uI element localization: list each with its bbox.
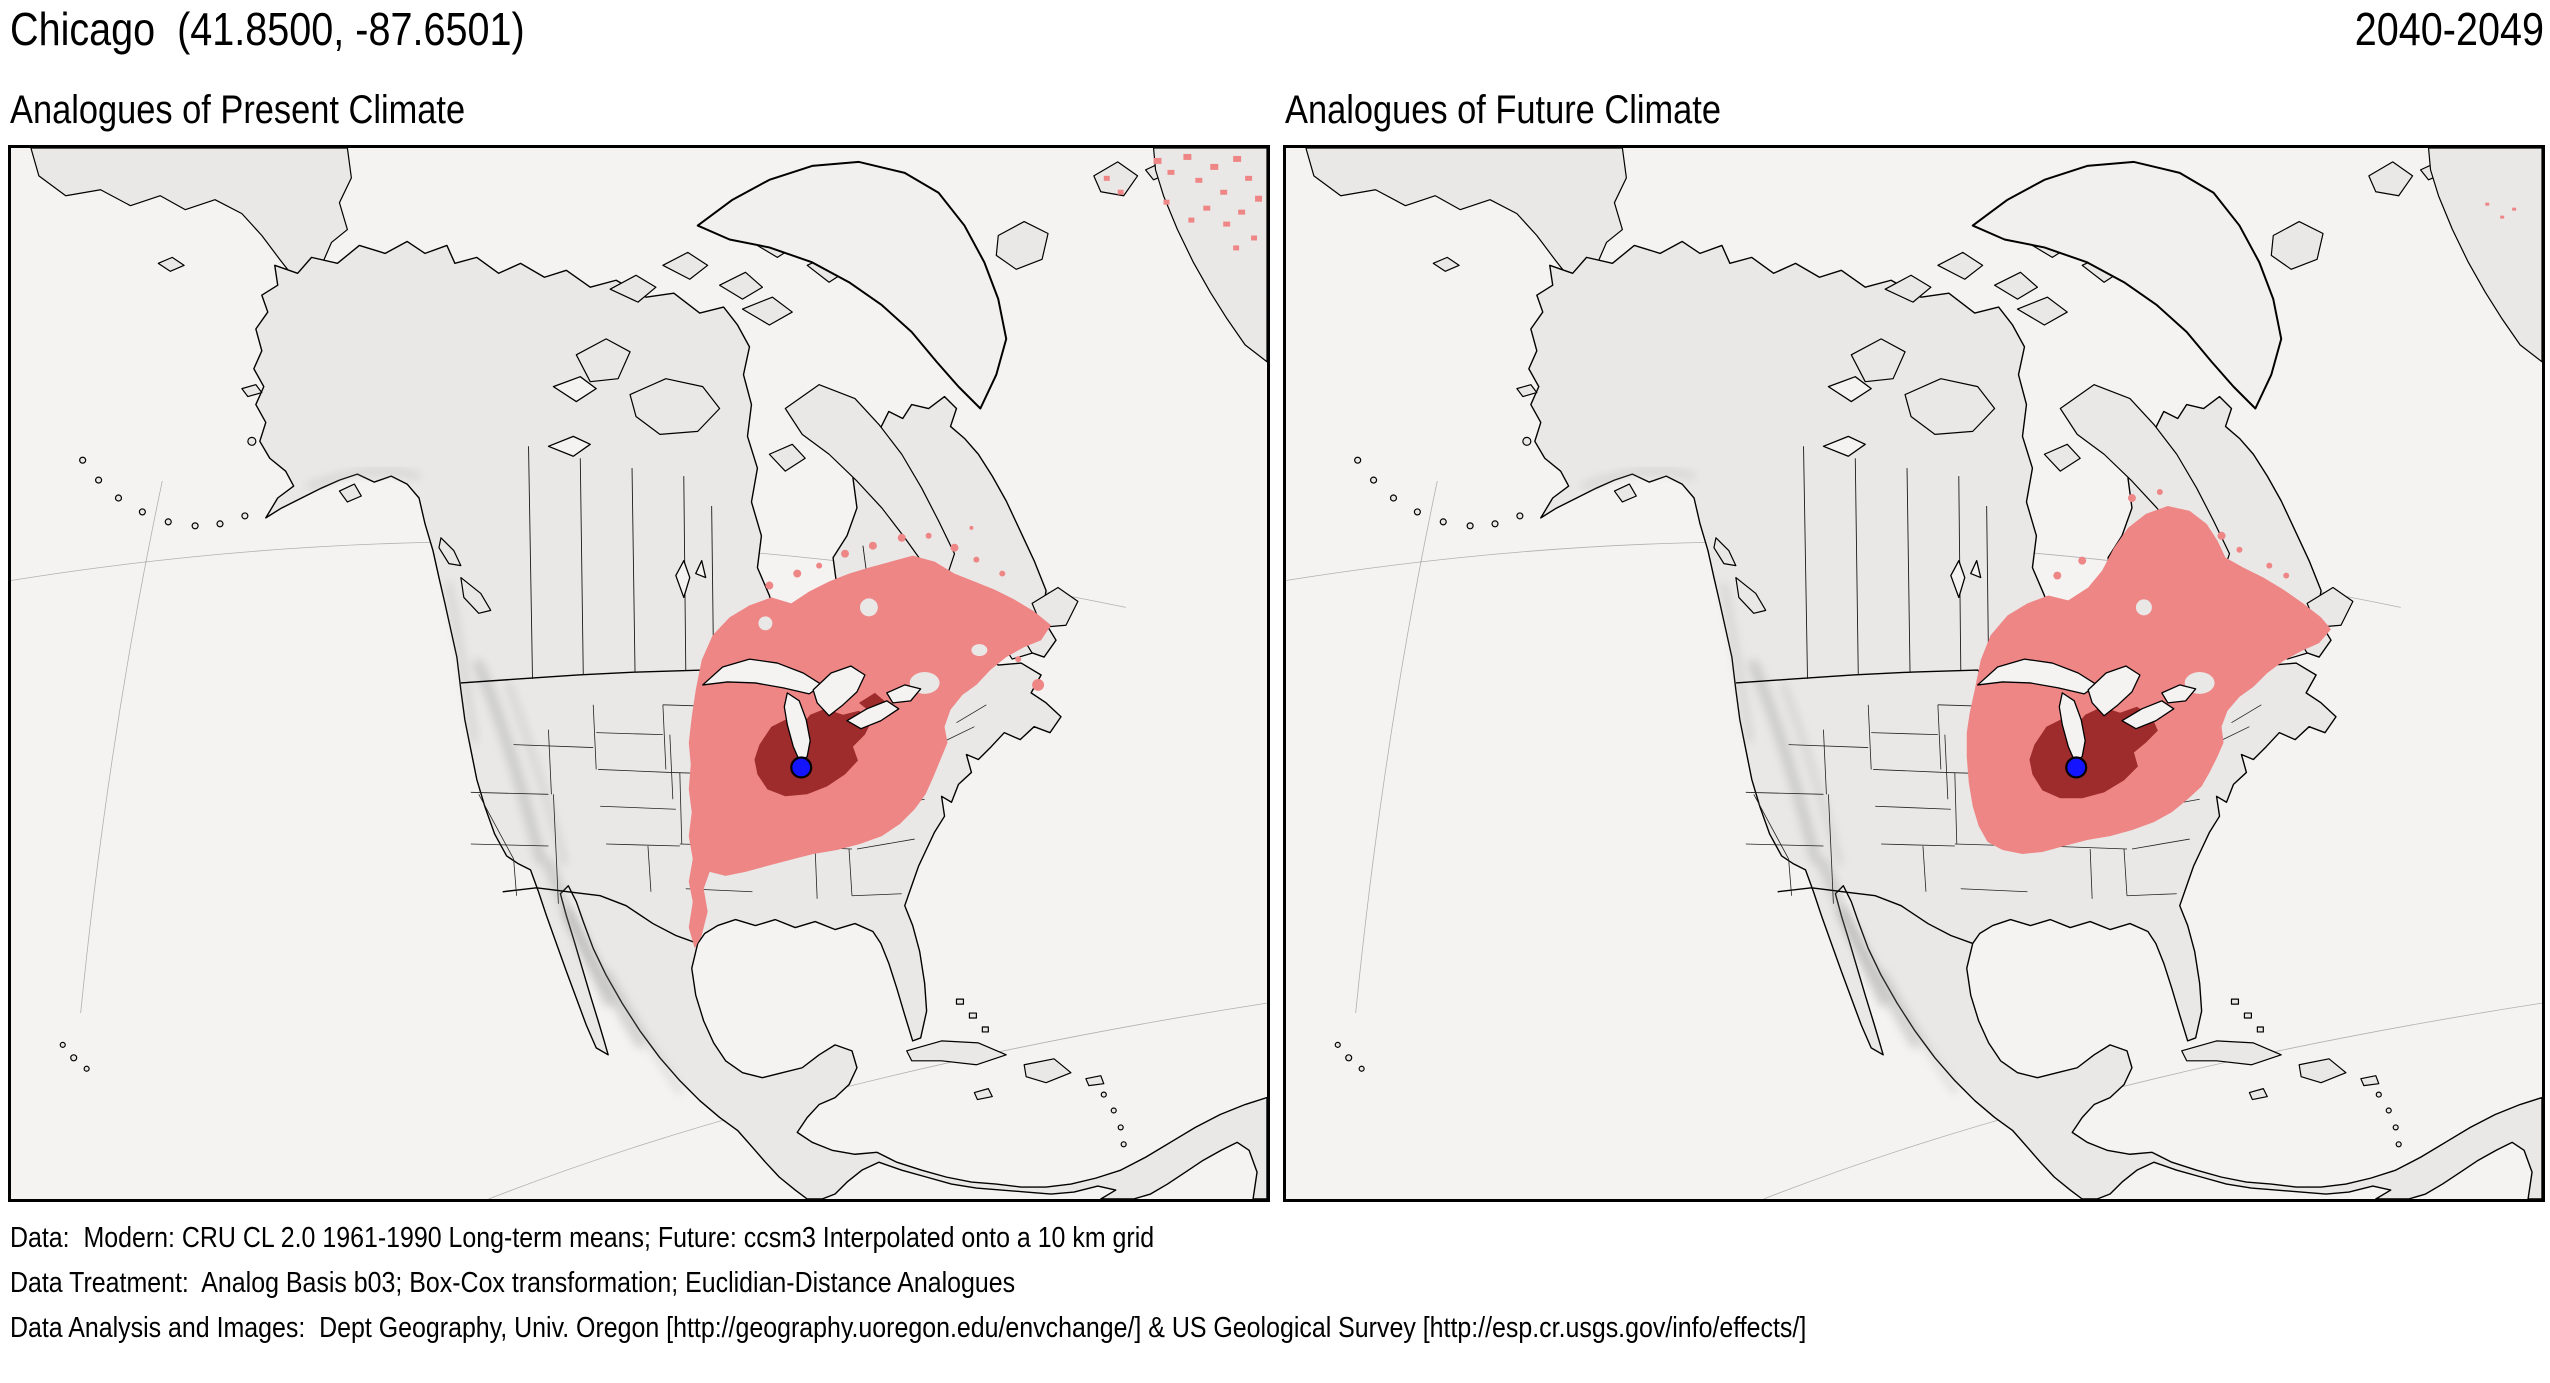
- page-title-text: Chicago (41.8500, -87.6501): [10, 3, 525, 55]
- page-title: Chicago (41.8500, -87.6501): [10, 2, 608, 56]
- subtitle-present: Analogues of Present Climate: [10, 88, 466, 132]
- footer-credits: Data: Modern: CRU CL 2.0 1961-1990 Long-…: [10, 1216, 2099, 1351]
- map-present: [8, 145, 1270, 1202]
- map-future-svg: [1286, 148, 2542, 1199]
- footer-line-credits: Data Analysis and Images: Dept Geography…: [10, 1312, 1807, 1344]
- chicago-marker: [2065, 756, 2088, 779]
- period-text: 2040-2049: [2354, 3, 2544, 55]
- map-future: [1283, 145, 2545, 1202]
- map-present-svg: [11, 148, 1267, 1199]
- footer-line-treatment: Data Treatment: Analog Basis b03; Box-Co…: [10, 1267, 1016, 1299]
- chicago-marker: [790, 756, 813, 779]
- footer-line-data: Data: Modern: CRU CL 2.0 1961-1990 Long-…: [10, 1222, 1155, 1254]
- subtitle-future: Analogues of Future Climate: [1285, 88, 1721, 132]
- period-label: 2040-2049: [2324, 2, 2544, 56]
